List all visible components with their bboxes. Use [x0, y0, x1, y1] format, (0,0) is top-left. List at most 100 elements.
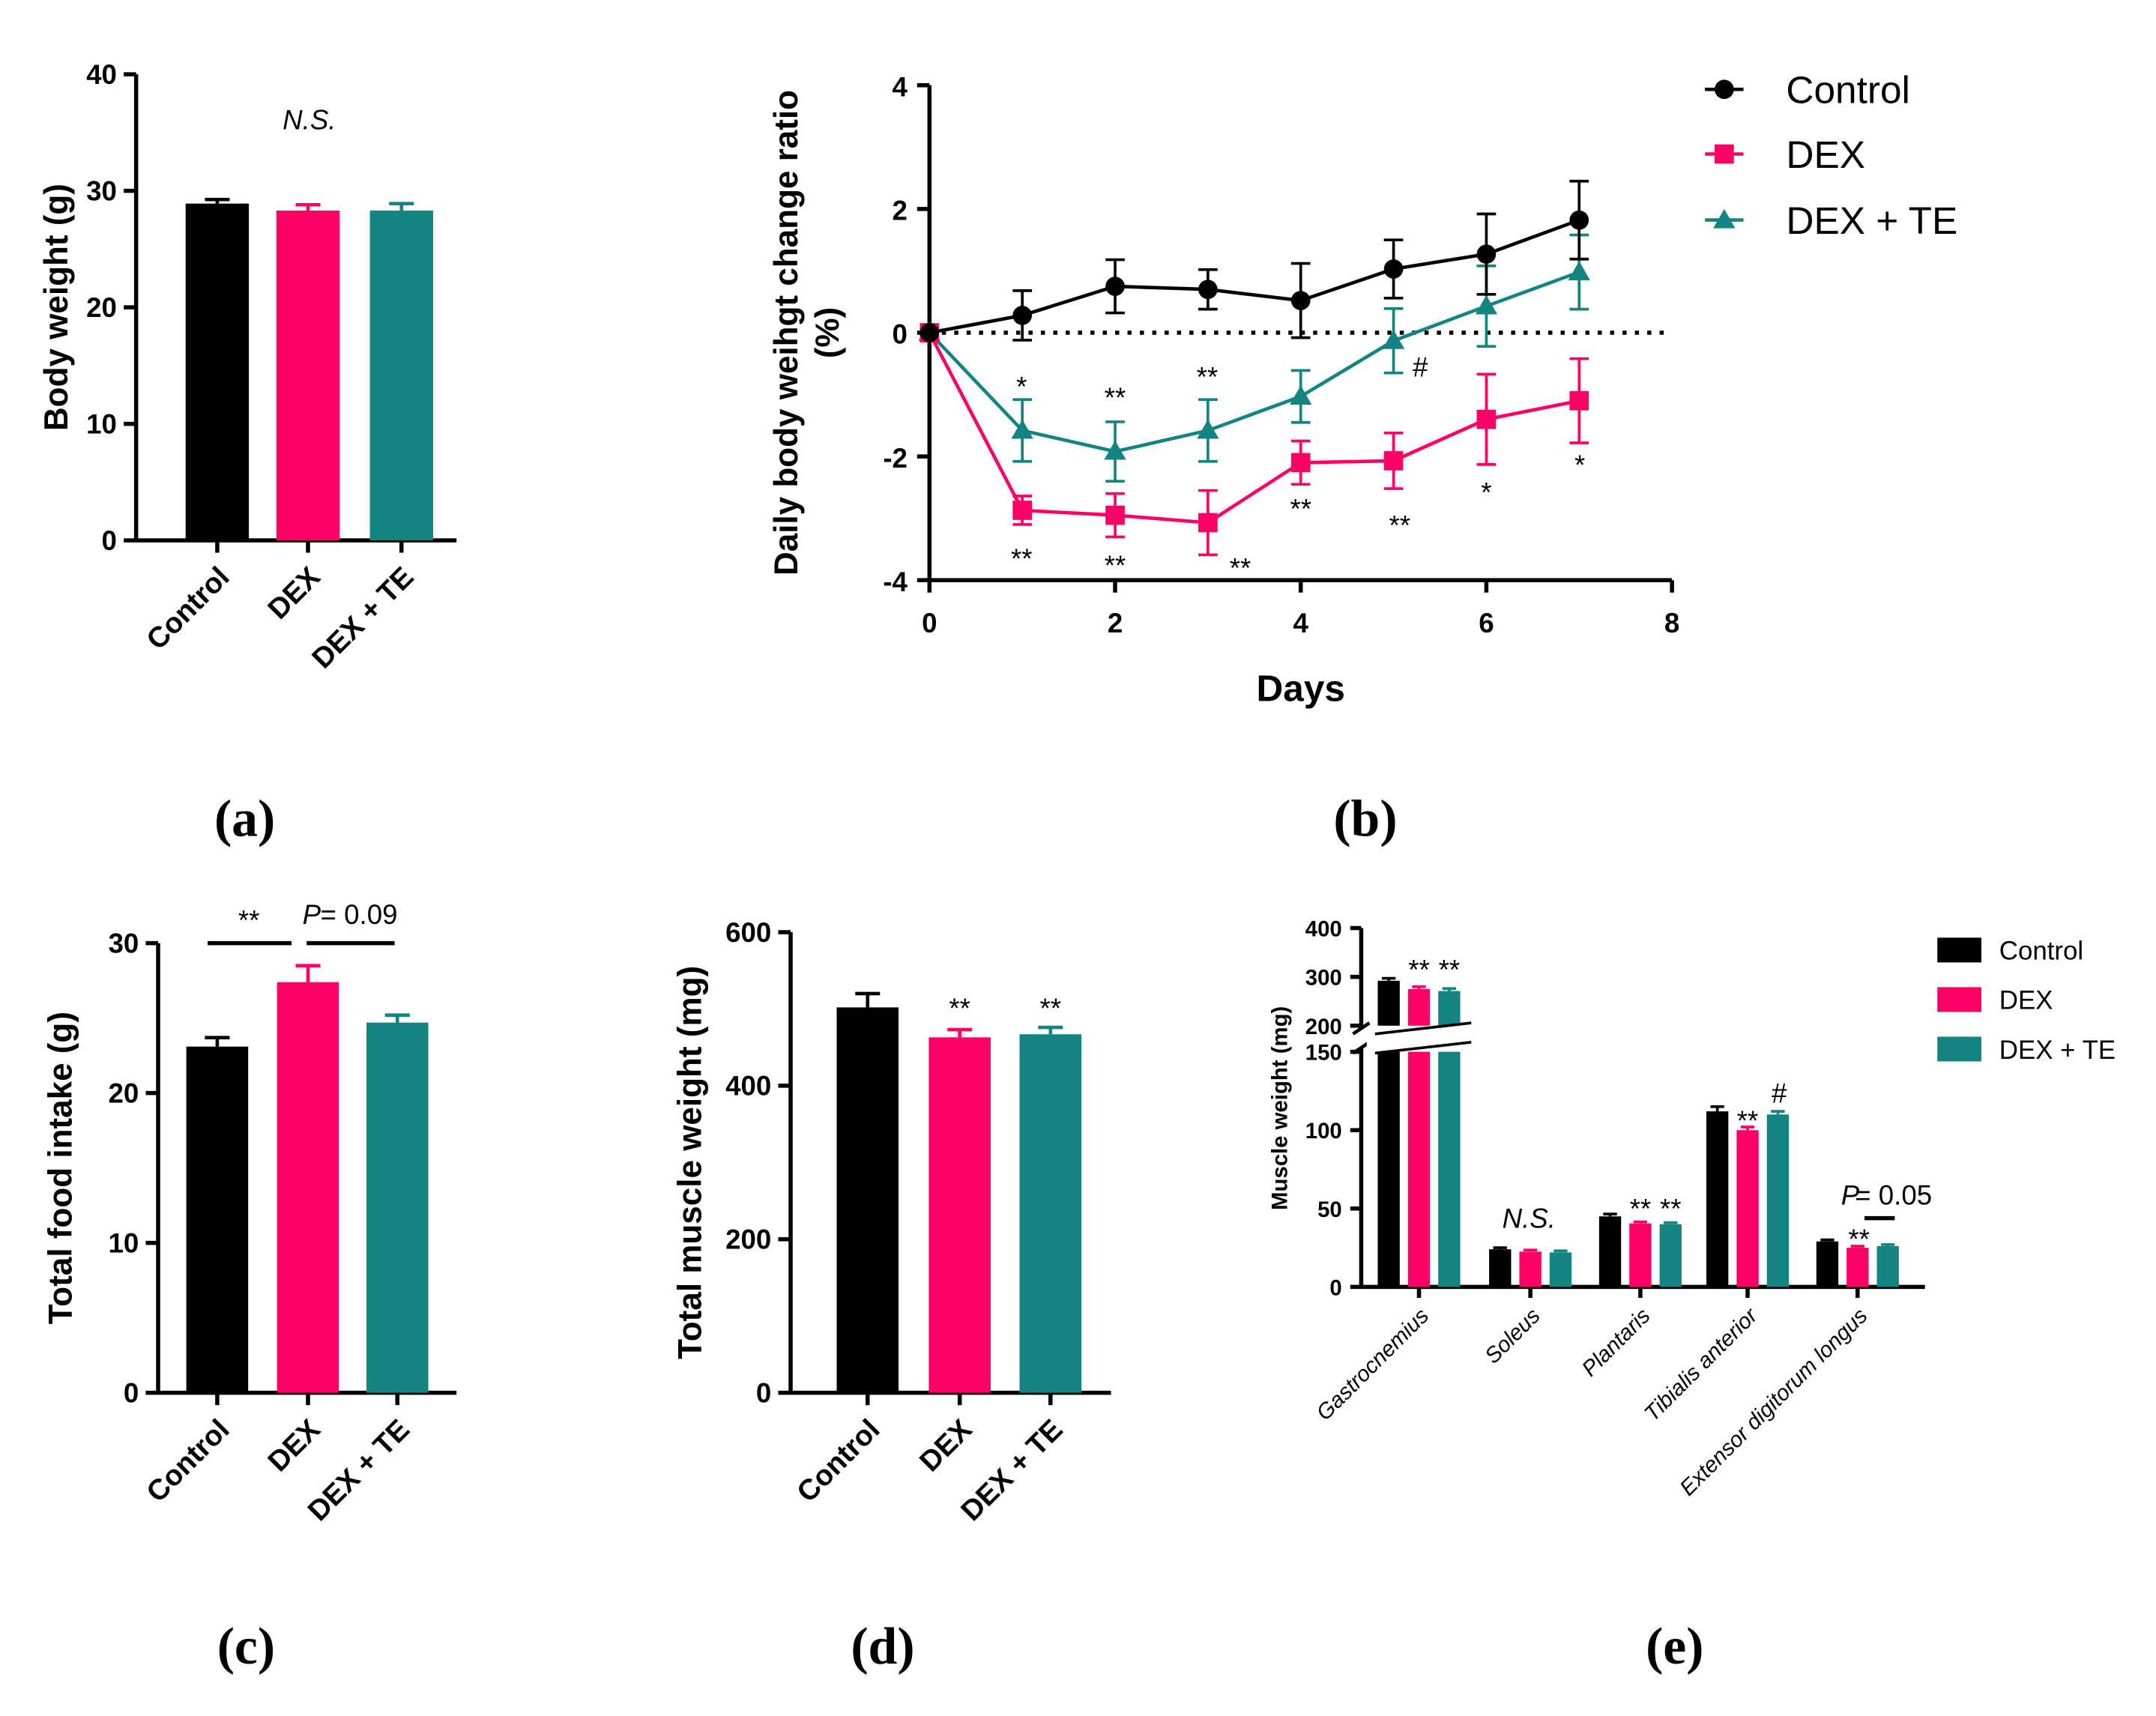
chart-b-point-0: [1476, 244, 1497, 265]
chart-a-ns-label: N.S.: [283, 104, 336, 135]
chart-b-series-line-1: [928, 331, 1580, 525]
chart-a-bar: [276, 211, 340, 541]
chart-e-bar-upper: [1407, 988, 1431, 1026]
chart-b-point-1: [1198, 513, 1218, 533]
chart-b-xtick-label: 0: [922, 608, 937, 638]
chart-b-legend-marker: [1714, 144, 1734, 164]
chart-b-point-1: [1383, 451, 1404, 471]
chart-e-legend-swatch: [1937, 1036, 1981, 1062]
chart-e-tibialis-sig: **: [1737, 1105, 1759, 1136]
chart-c-y-axis-title: Total food intake (g): [42, 1012, 79, 1324]
chart-b-ytick-label: -2: [883, 443, 908, 474]
chart-e-plantaris-sig: **: [1660, 1194, 1682, 1224]
chart-b-point-0: [1290, 291, 1311, 310]
chart-b-legend-marker: [1714, 79, 1734, 100]
chart-c-sig-label: **: [238, 904, 260, 935]
chart-b-dex-sig: **: [1389, 510, 1411, 541]
chart-c-p-label: P: [303, 899, 321, 930]
chart-e-edl-sig: **: [1848, 1224, 1870, 1254]
chart-e-bar-upper: [1438, 991, 1461, 1026]
chart-d-ytick-label: 200: [725, 1224, 771, 1255]
chart-d-bar: [836, 1007, 899, 1393]
chart-c-bar: [186, 1046, 249, 1393]
chart-d-ytick-label: 600: [725, 917, 771, 948]
chart-b-point-1: [1012, 501, 1033, 520]
chart-e-bar: [1736, 1130, 1759, 1287]
chart-e-gastro-sig: **: [1439, 954, 1461, 985]
chart-b-ytick-label: 4: [893, 71, 908, 102]
chart-b-xtick-label: 8: [1664, 608, 1679, 638]
chart-e-break-line: [1374, 1021, 1472, 1036]
chart-e-bar: [1816, 1241, 1839, 1287]
chart-b-dexte-sig: *: [1016, 371, 1027, 402]
panel-label-c: (c): [217, 1618, 275, 1676]
chart-b-legend-label: DEX + TE: [1786, 199, 1957, 242]
panel-label-a: (a): [214, 791, 275, 848]
chart-e-bar-upper: [1377, 980, 1400, 1026]
chart-a-category-label: DEX: [262, 561, 327, 626]
chart-e-bar: [1519, 1251, 1541, 1287]
chart-b-point-1: [1290, 453, 1311, 473]
chart-b-point-0: [1012, 306, 1033, 325]
chart-b-dex-sig: **: [1230, 553, 1251, 584]
chart-b-dexte-sig: **: [1105, 382, 1126, 413]
chart-b-series-line-2: [928, 270, 1580, 453]
chart-b-ytick-label: -4: [883, 567, 908, 597]
chart-e-bar: [1598, 1216, 1622, 1287]
chart-c-ytick-label: 0: [124, 1377, 139, 1408]
chart-e-bar: [1407, 1051, 1431, 1287]
chart-c-ytick-label: 20: [109, 1078, 139, 1109]
panel-label-d: (d): [851, 1618, 914, 1676]
chart-b-dex-sig: **: [1290, 494, 1311, 525]
chart-b-point-2: [1382, 330, 1405, 349]
chart-b-point-0: [1105, 277, 1125, 296]
chart-c-bar: [277, 982, 339, 1393]
chart-e-p-label: P: [1841, 1179, 1860, 1210]
chart-b-ytick-label: 0: [893, 319, 908, 350]
chart-b-point-1: [1105, 505, 1125, 525]
chart-e-legend-swatch: [1937, 987, 1981, 1012]
chart-d-dex-sig: **: [949, 993, 970, 1024]
chart-b-dex-sig: **: [1105, 550, 1126, 581]
chart-a-y-axis-title: Body weight (g): [38, 184, 75, 431]
chart-b-point-2: [1011, 419, 1033, 439]
chart-e-category-label: Gastrocnemius: [1311, 1303, 1434, 1425]
chart-e-axis-break-mark: [1352, 1021, 1371, 1036]
chart-d-y-axis-title: Total muscle weight (mg): [672, 966, 709, 1359]
chart-e-category-label: Plantaris: [1577, 1303, 1655, 1381]
chart-e-bar: [1847, 1248, 1869, 1287]
chart-e-tibialis-hash: #: [1772, 1078, 1787, 1109]
chart-c-ytick-label: 10: [109, 1228, 139, 1259]
chart-b-legend-label: Control: [1786, 68, 1910, 112]
chart-a-ytick-label: 0: [102, 525, 117, 556]
chart-a-ytick-label: 40: [86, 59, 117, 90]
chart-d-bar: [928, 1037, 991, 1393]
chart-a-bar: [369, 211, 433, 541]
chart-e-ytick-label: 200: [1305, 1015, 1342, 1039]
chart-e-bar: [1549, 1252, 1572, 1287]
chart-d-ytick-label: 400: [725, 1071, 771, 1102]
chart-e-ytick-label: 50: [1317, 1197, 1342, 1222]
chart-e-bar: [1489, 1249, 1512, 1287]
chart-b-point-0: [1383, 259, 1404, 279]
chart-e-plantaris-sig: **: [1630, 1194, 1652, 1224]
chart-b-point-0: [1569, 210, 1589, 230]
chart-b-point-2: [1475, 294, 1498, 315]
chart-b-y-axis-title-line1: Daily body weihgt change ratio: [768, 90, 805, 575]
chart-a-ytick-label: 30: [86, 175, 117, 206]
chart-b-dex-sig: *: [1481, 477, 1491, 508]
chart-b-x-axis-title: Days: [1257, 668, 1345, 710]
chart-a-ytick-label: 10: [86, 408, 117, 439]
chart-a-bar: [185, 203, 250, 541]
chart-e-legend-label: Control: [1999, 937, 2083, 966]
chart-e-legend-label: DEX + TE: [1999, 1036, 2116, 1065]
chart-e-category-label: Soleus: [1480, 1303, 1545, 1368]
chart-e-bar: [1377, 1051, 1400, 1287]
chart-b-legend-label: DEX: [1786, 133, 1865, 176]
chart-e-bar: [1876, 1245, 1899, 1287]
chart-d-category-label: Control: [791, 1413, 886, 1508]
chart-b-dex-sig: *: [1574, 450, 1585, 480]
chart-b-series-line-0: [928, 218, 1580, 335]
chart-b-point-2: [1197, 419, 1219, 439]
